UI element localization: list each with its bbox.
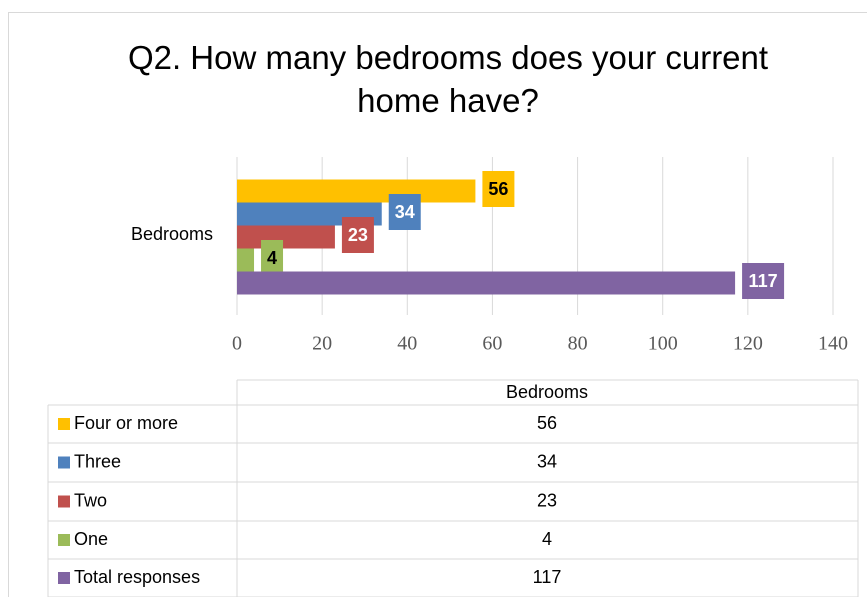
legend-label: Four or more (74, 413, 178, 433)
x-tick-label: 40 (397, 333, 417, 355)
x-tick-label: 100 (648, 333, 678, 355)
legend-label: Total responses (74, 567, 200, 587)
legend-label: Three (74, 451, 121, 471)
legend-swatch (58, 534, 70, 546)
legend-label: Two (74, 490, 107, 510)
data-label: 23 (348, 225, 368, 245)
table-value: 23 (537, 490, 557, 510)
bar (237, 179, 476, 203)
category-label: Bedrooms (131, 224, 213, 244)
legend-swatch (58, 418, 70, 430)
legend-swatch (58, 572, 70, 584)
x-tick-label: 140 (818, 333, 848, 355)
bar (237, 248, 255, 272)
table-value: 56 (537, 413, 557, 433)
x-tick-label: 120 (733, 333, 763, 355)
data-label: 56 (488, 179, 508, 199)
data-label-box (742, 263, 785, 299)
legend-swatch (58, 456, 70, 469)
bar (237, 271, 736, 295)
table-value: 4 (542, 529, 552, 549)
data-label: 117 (749, 271, 778, 291)
table-header: Bedrooms (506, 382, 588, 402)
bar (237, 225, 335, 249)
table-value: 117 (533, 567, 562, 587)
data-label-box (341, 217, 374, 253)
legend-label: One (74, 529, 108, 549)
chart-border (8, 12, 867, 597)
table-value: 34 (537, 451, 557, 471)
data-label-box (482, 171, 515, 207)
x-tick-label: 0 (232, 333, 242, 355)
data-label: 4 (267, 248, 277, 268)
chart-title: Q2. How many bedrooms does your current … (127, 39, 769, 119)
x-tick-label: 20 (312, 333, 332, 355)
legend-swatch (58, 495, 70, 508)
data-label-box (261, 240, 284, 276)
data-label-box (388, 194, 421, 230)
x-tick-label: 60 (482, 333, 502, 355)
data-label: 34 (395, 202, 415, 222)
x-tick-label: 80 (568, 333, 588, 355)
